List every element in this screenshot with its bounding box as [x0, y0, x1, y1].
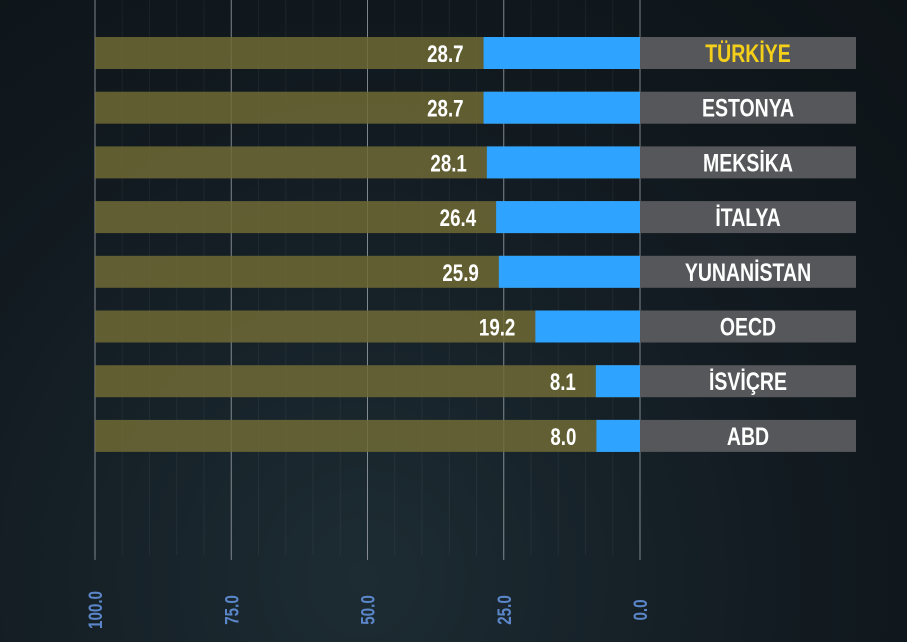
category-label: YUNANİSTAN — [685, 258, 811, 286]
bar-track — [95, 365, 640, 398]
category-label-box — [640, 419, 856, 452]
bar — [535, 310, 640, 343]
value-label: 25.9 — [442, 260, 478, 287]
value-label: 8.1 — [550, 369, 576, 396]
value-label: 28.1 — [430, 150, 466, 177]
bar — [483, 37, 640, 69]
x-tick-label: 50.0 — [357, 595, 379, 625]
bar-track — [95, 419, 640, 452]
x-tick-label: 25.0 — [493, 595, 515, 625]
category-label: ESTONYA — [702, 94, 794, 122]
x-tick-label: 100.0 — [84, 591, 106, 629]
category-label-box — [640, 37, 856, 69]
category-label: TÜRKİYE — [705, 40, 791, 68]
category-label: İTALYA — [715, 204, 780, 232]
category-label: ABD — [727, 423, 769, 451]
bar — [596, 419, 640, 452]
value-label: 28.7 — [427, 41, 463, 68]
bar — [486, 146, 640, 179]
category-label: MEKSİKA — [703, 149, 793, 177]
value-label: 19.2 — [479, 314, 515, 341]
category-label-box — [640, 201, 856, 234]
bar — [498, 255, 640, 288]
category-label: İSVİÇRE — [709, 368, 787, 396]
value-label: 8.0 — [550, 424, 576, 451]
value-label: 26.4 — [440, 205, 476, 232]
category-label-box — [640, 310, 856, 343]
category-label-box — [640, 365, 856, 398]
category-label: OECD — [720, 313, 776, 341]
x-tick-label: 75.0 — [221, 595, 243, 625]
x-tick-label: 0.0 — [629, 599, 651, 620]
value-label: 28.7 — [427, 96, 463, 123]
category-label-box — [640, 255, 856, 288]
bar — [483, 91, 640, 124]
bar — [595, 365, 640, 398]
category-label-box — [640, 146, 856, 179]
bar — [496, 201, 640, 234]
category-label-box — [640, 91, 856, 124]
